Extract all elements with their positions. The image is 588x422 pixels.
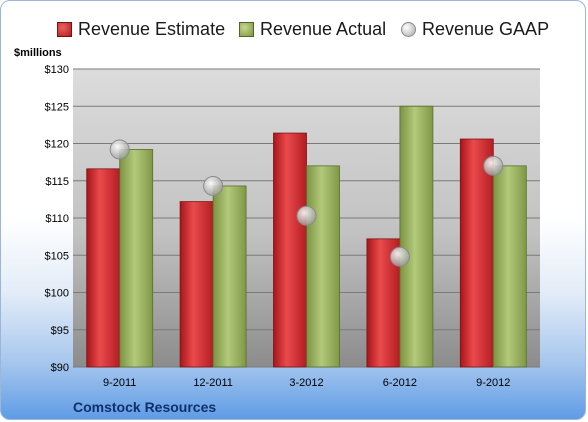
legend-label-estimate: Revenue Estimate: [78, 18, 226, 39]
x-tick-label: 3-2012: [289, 377, 323, 389]
bar-actual: [119, 149, 154, 368]
legend-item-gaap: Revenue GAAP: [401, 17, 549, 41]
legend-label-gaap: Revenue GAAP: [422, 18, 550, 39]
legend: Revenue Estimate Revenue Actual Revenue …: [1, 17, 585, 43]
y-tick-label: $120: [45, 139, 69, 151]
legend-swatch-gaap: [401, 21, 416, 37]
gaap-markers: [109, 139, 504, 267]
legend-swatch-actual: [239, 21, 254, 37]
x-tick-label: 6-2012: [383, 377, 417, 389]
legend-item-estimate: Revenue Estimate: [57, 17, 225, 41]
gaap-marker: [203, 175, 224, 196]
gaap-marker: [483, 155, 504, 176]
gaap-marker: [389, 246, 410, 267]
legend-swatch-estimate: [57, 21, 72, 37]
bar-estimate: [459, 138, 494, 368]
legend-label-actual: Revenue Actual: [260, 18, 387, 39]
y-tick-label: $130: [45, 64, 69, 76]
bars: [86, 105, 527, 368]
x-tick-label: 9-2011: [103, 377, 136, 389]
y-tick-label: $100: [45, 288, 69, 300]
bar-estimate: [179, 201, 214, 368]
bar-actual: [306, 165, 340, 368]
x-axis-ticks: 9-2011 12-2011 3-2012 6-2012 9-2012: [103, 377, 510, 389]
bar-actual: [399, 105, 434, 368]
bar-actual: [492, 165, 527, 368]
y-tick-label: $105: [45, 250, 69, 262]
y-tick-label: $95: [51, 325, 69, 337]
y-axis-unit-label: $millions: [14, 47, 62, 59]
x-tick-label: 12-2011: [193, 377, 233, 389]
y-axis-ticks: $90 $95 $100 $105 $110 $115 $120 $125 $130: [45, 64, 69, 374]
company-name: Comstock Resources: [73, 399, 217, 415]
bar-estimate: [273, 132, 307, 368]
y-tick-label: $115: [45, 176, 69, 188]
bar-estimate: [86, 168, 121, 368]
x-tick-label: 9-2012: [476, 377, 510, 389]
bar-actual: [212, 185, 247, 368]
gaap-marker: [109, 139, 130, 160]
y-tick-label: $90: [51, 362, 69, 374]
gaap-marker: [296, 205, 317, 226]
legend-item-actual: Revenue Actual: [239, 17, 386, 41]
y-tick-label: $110: [45, 213, 69, 225]
y-tick-label: $125: [45, 101, 69, 113]
